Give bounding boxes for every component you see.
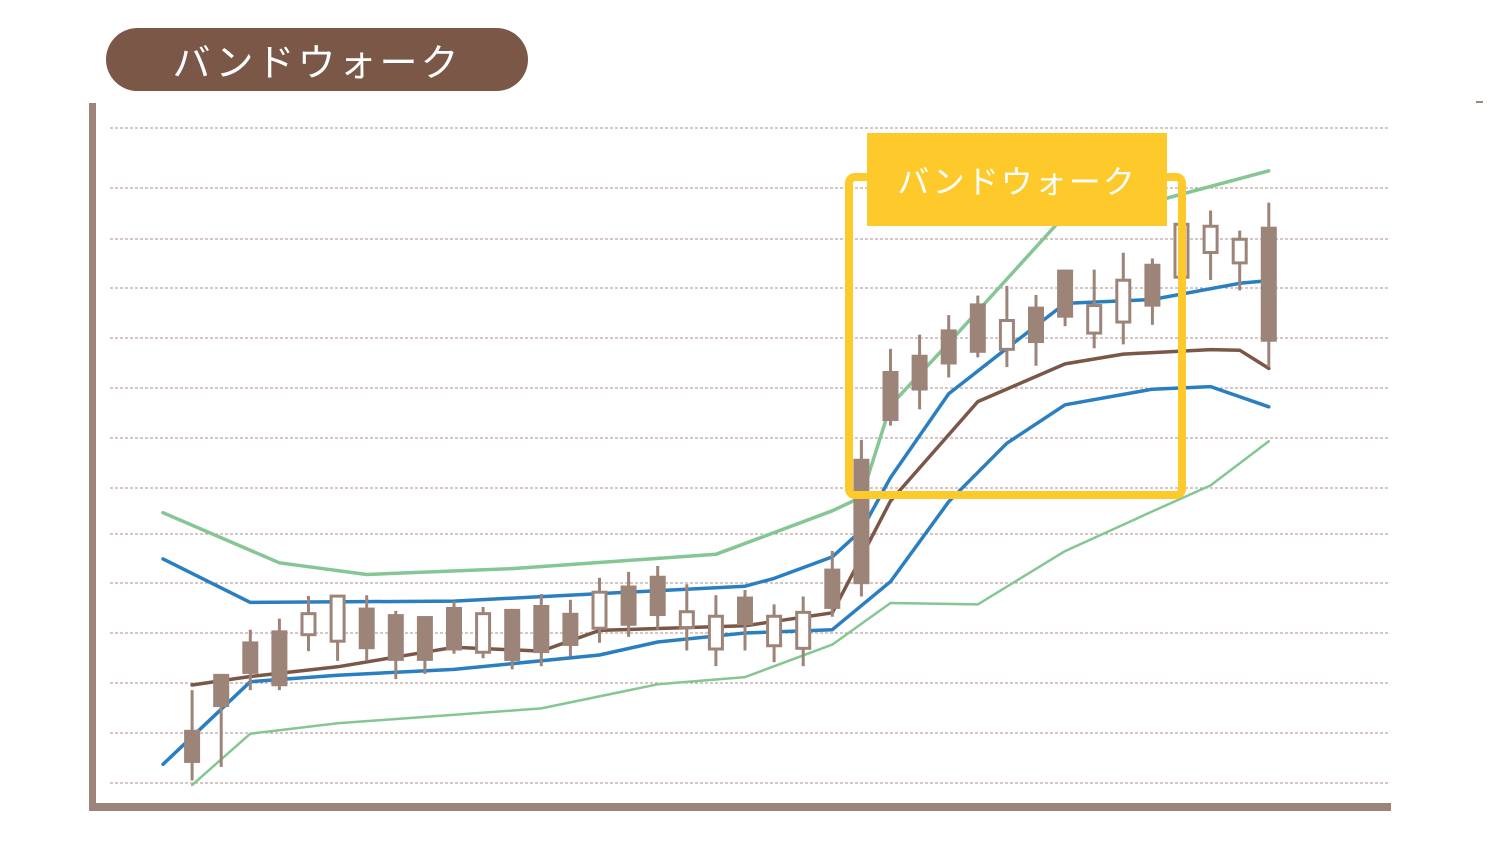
candle-body-down [737,596,753,626]
lower-1sigma-line [161,384,1271,767]
annotation-label: バンドウォーク [867,133,1167,226]
candle-body-down [824,568,841,609]
candle-body-down [271,630,288,687]
candle-body-up [707,614,724,651]
candle-body-down [533,605,550,654]
candle-body-down [882,371,899,422]
candle-body-up [998,319,1015,351]
candle-body-down [446,606,462,651]
candle-body-up [1115,278,1132,324]
lower-2sigma-line [190,439,1271,787]
candle-body-up [1231,237,1248,265]
candle-body-down [620,585,637,626]
candle-body-down [387,614,404,661]
candle-body-up [678,610,695,630]
candle-body-down [940,329,957,365]
candle-body-down [853,458,870,585]
candle-body-up [1202,224,1219,254]
candles [184,202,1277,781]
candle-body-down [213,673,230,708]
axes [89,103,1391,811]
corner-mark [1476,101,1483,103]
upper-1sigma-line [161,278,1271,605]
candle-body-up [475,612,492,654]
band-lines [161,169,1271,787]
candle-body-down [504,608,521,661]
upper-2sigma-line [161,169,1271,577]
candle-body-down [416,616,433,661]
candle-body-down [1260,226,1277,342]
x-axis [89,803,1391,811]
candle-body-down [911,354,928,391]
gridlines [110,127,1390,784]
candle-body-up [300,612,317,637]
candle-body-up [766,614,783,648]
candle-body-down [1144,263,1161,307]
candle-body-up [591,590,608,630]
candle-body-down [1028,306,1044,344]
candle-body-up [795,610,812,650]
candle-body-up [1086,304,1103,335]
candle-body-down [242,641,259,674]
candle-body-down [562,612,579,646]
candle-body-down [184,729,201,763]
y-axis [89,103,96,811]
candle-body-down [649,575,666,617]
candle-body-up [329,594,346,643]
page-title: バンドウォーク [106,28,528,91]
candle-body-down [358,607,375,650]
candle-body-down [1057,269,1074,318]
candle-body-down [969,303,986,353]
